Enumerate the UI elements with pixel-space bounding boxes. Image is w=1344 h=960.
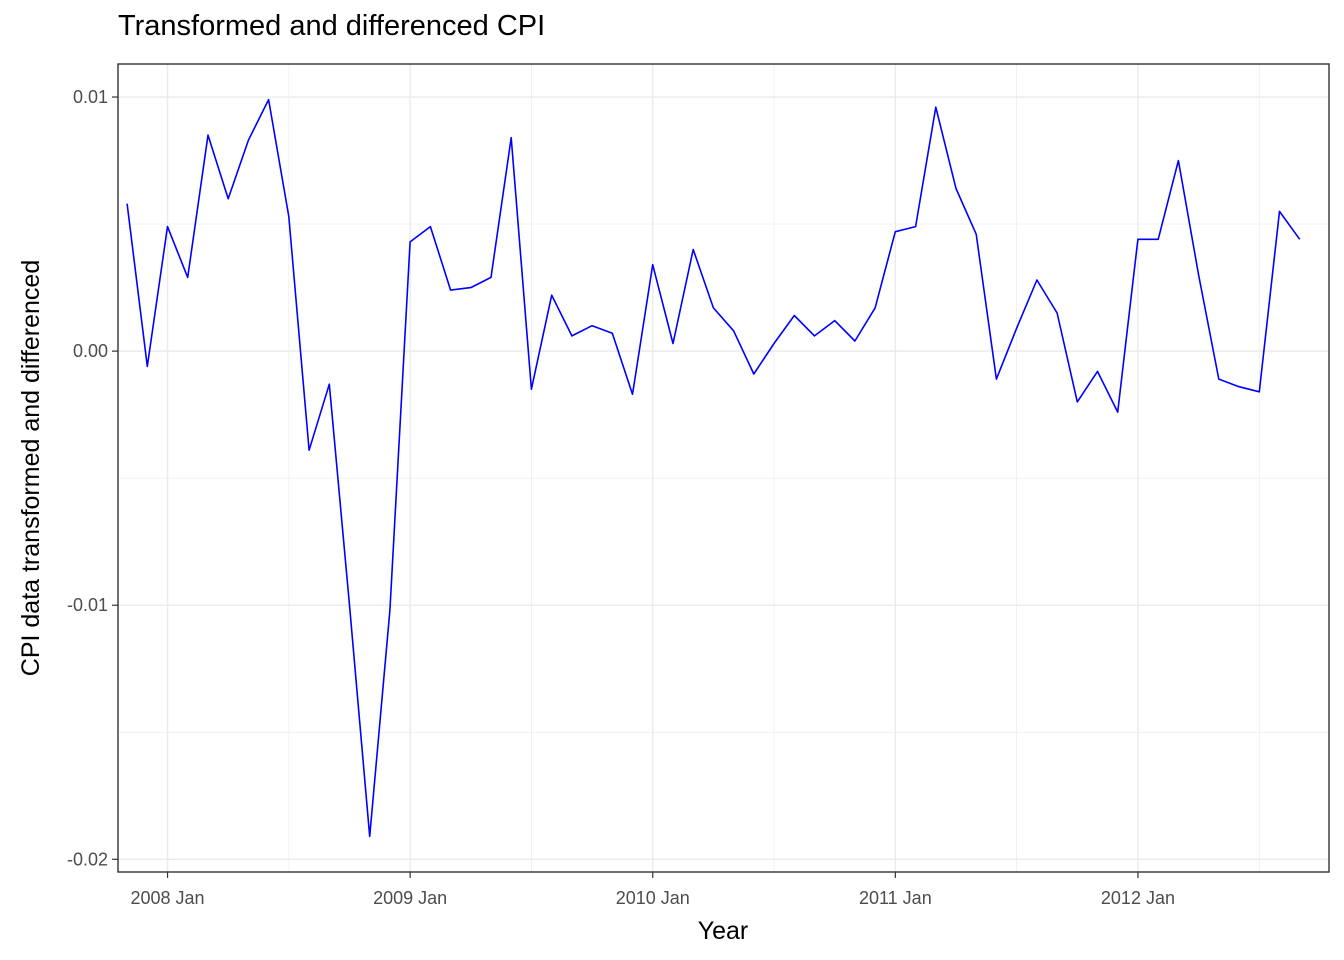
minor-gridlines [118, 64, 1329, 872]
x-tick-label: 2008 Jan [130, 888, 204, 908]
major-gridlines [118, 64, 1329, 872]
y-tick-label: -0.01 [67, 595, 108, 615]
cpi-series-line [126, 98, 1301, 838]
x-axis: 2008 Jan 2009 Jan 2010 Jan 2011 Jan 2012 Jan [130, 872, 1175, 908]
y-tick-label: 0.01 [73, 87, 108, 107]
y-tick-label: -0.02 [67, 849, 108, 869]
x-tick-label: 2011 Jan [859, 888, 932, 908]
y-tick-label: 0.00 [73, 341, 108, 361]
x-tick-label: 2012 Jan [1101, 888, 1175, 908]
panel-border [117, 63, 1330, 873]
x-axis-title: Year [698, 917, 749, 945]
y-axis: 0.01 0.00 -0.01 -0.02 [67, 87, 118, 869]
x-tick-label: 2009 Jan [373, 888, 447, 908]
y-axis-title: CPI data transformed and differenced [17, 260, 45, 676]
chart-title: Transformed and differenced CPI [118, 10, 546, 42]
x-tick-label: 2010 Jan [616, 888, 690, 908]
series-layer [126, 98, 1301, 838]
